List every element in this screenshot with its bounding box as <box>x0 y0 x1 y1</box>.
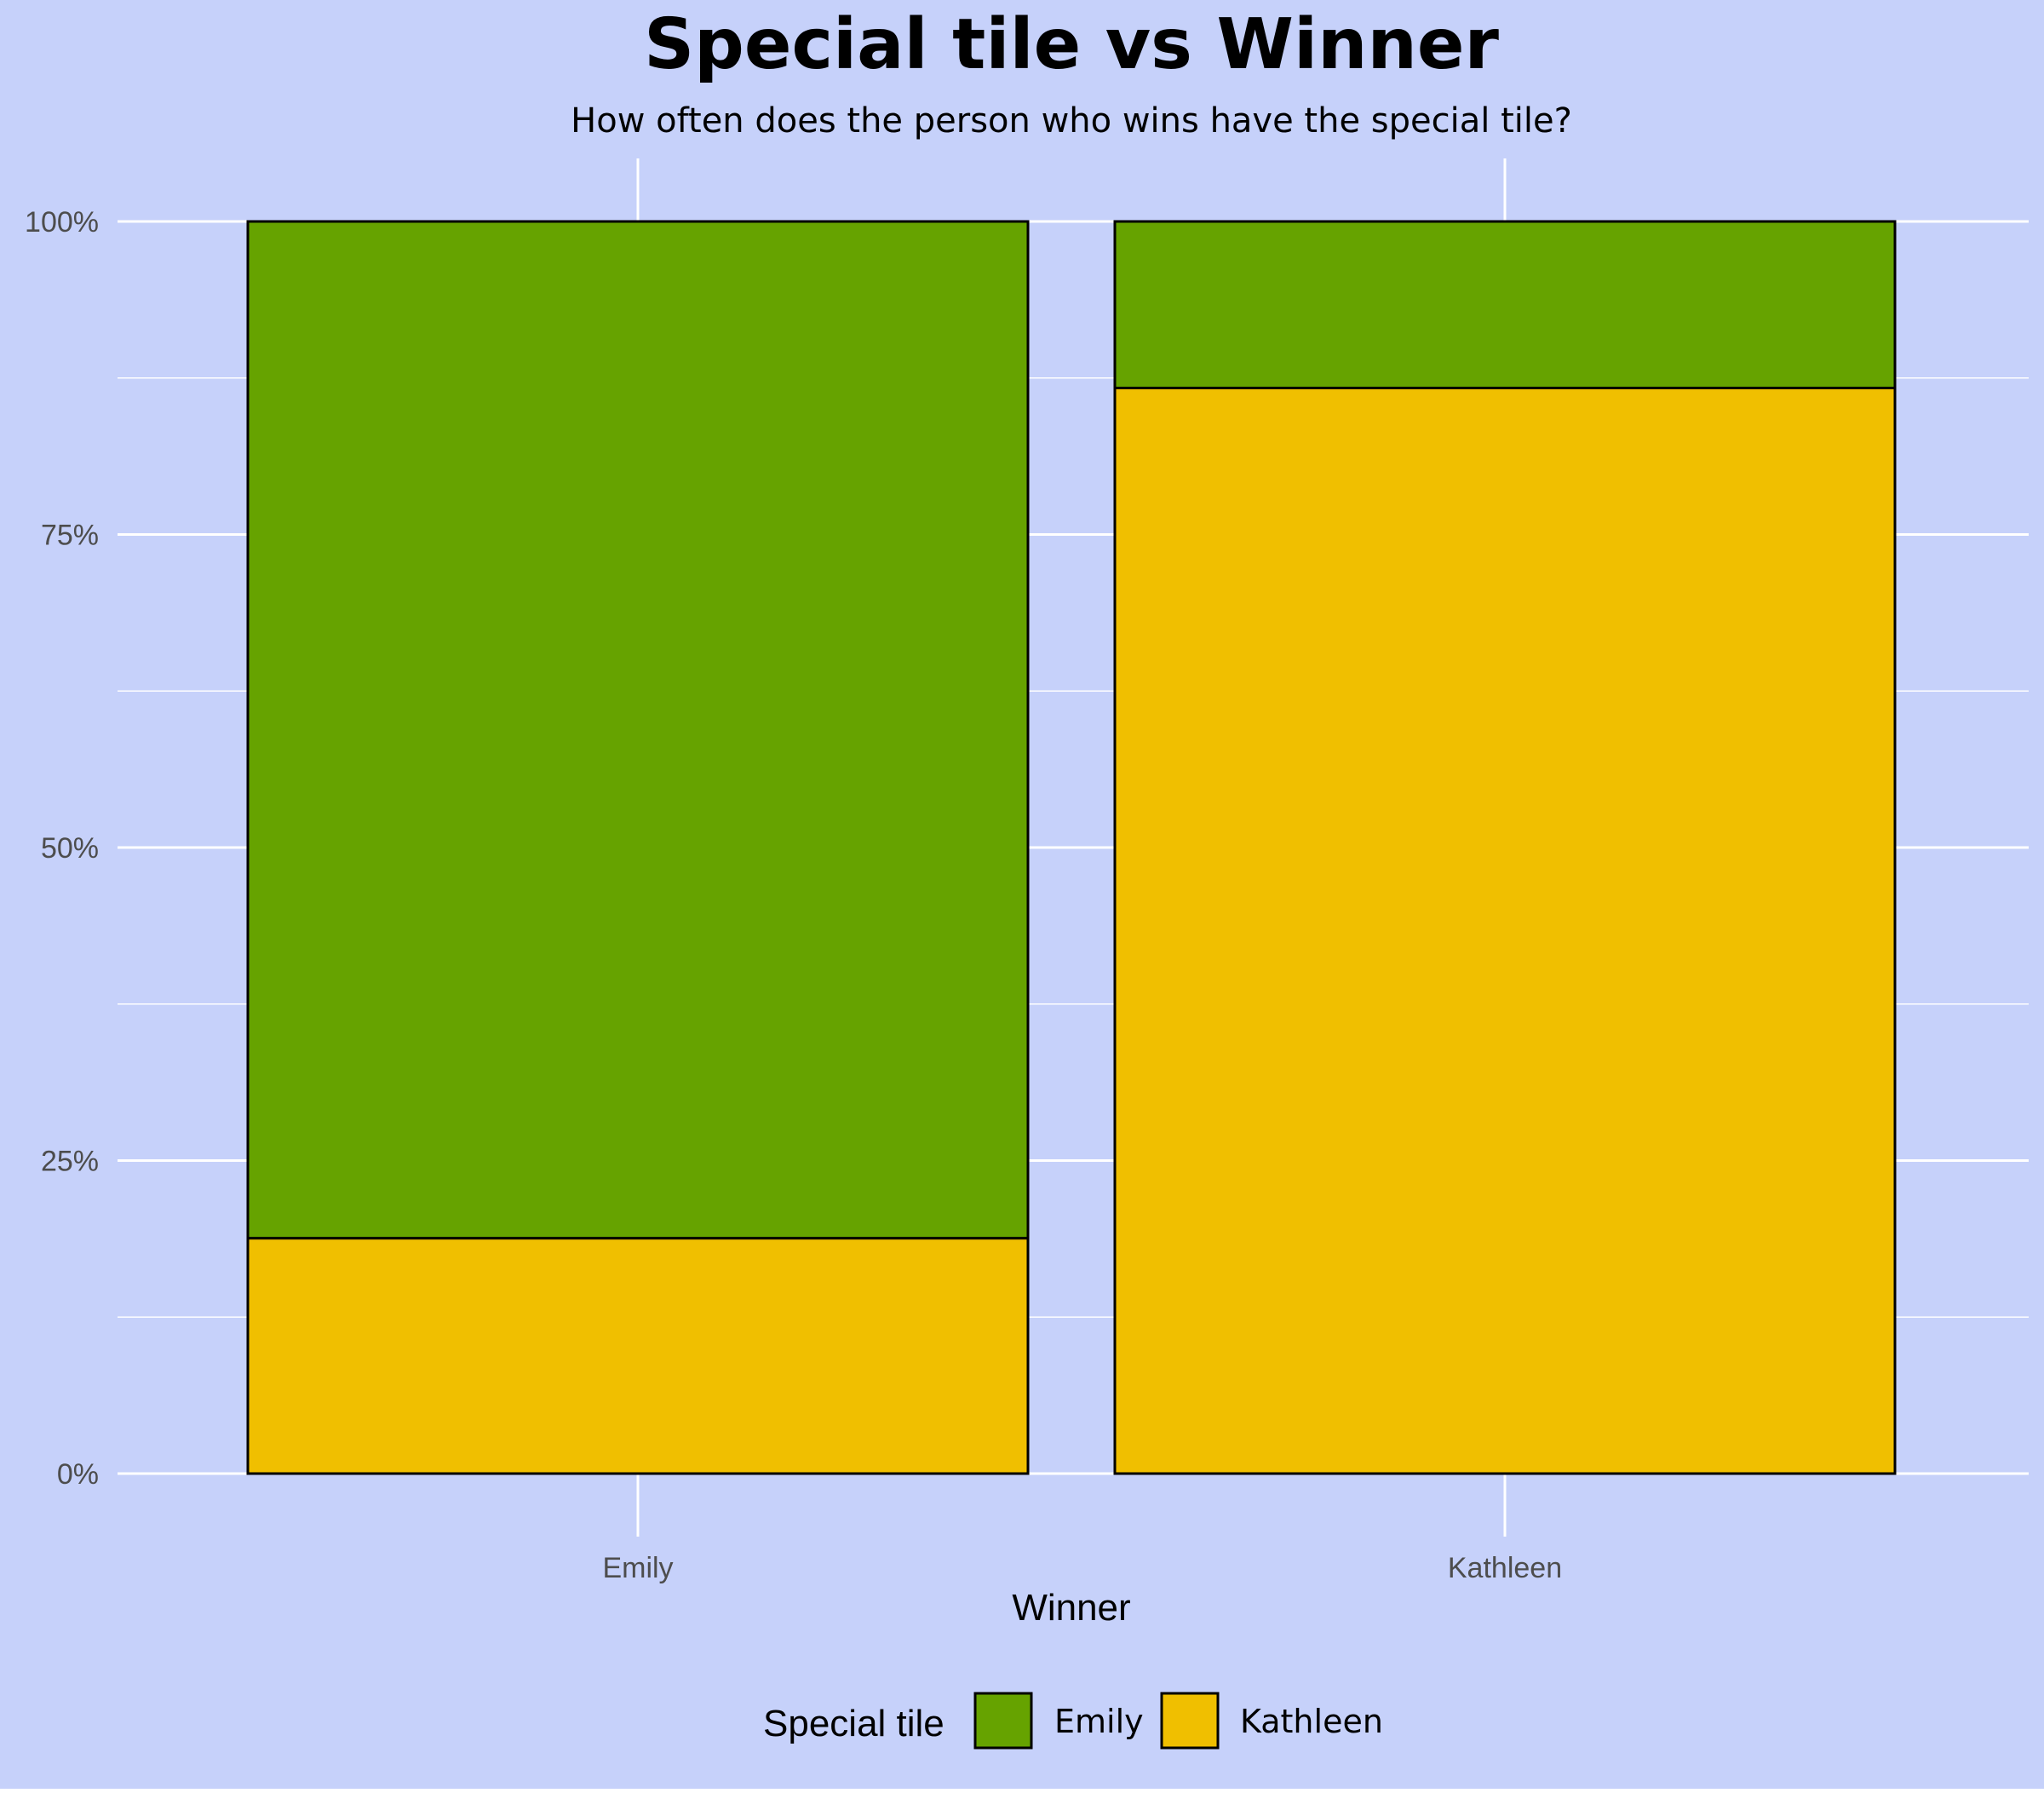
legend: Special tile Emily Kathleen <box>763 1692 1383 1750</box>
x-axis-label: Winner <box>1012 1587 1130 1629</box>
y-tick-label: 50% <box>41 832 99 865</box>
legend-swatch-emily <box>973 1692 1033 1750</box>
x-tick-label: Kathleen <box>1448 1552 1562 1584</box>
bar-segment-kathleen-emily <box>1113 220 1897 390</box>
axes: 0% 25% 50% 75% 100% Emily Kathleen <box>25 206 1562 1584</box>
legend-label-emily: Emily <box>1054 1703 1144 1740</box>
y-tick-label: 25% <box>41 1146 99 1178</box>
legend-swatch-kathleen <box>1160 1692 1220 1750</box>
bar-segment-emily-emily <box>246 220 1030 1240</box>
bars <box>246 220 1897 1475</box>
y-tick-label: 75% <box>41 520 99 552</box>
legend-label-kathleen: Kathleen <box>1240 1703 1383 1740</box>
bar-segment-emily-kathleen <box>246 1237 1030 1475</box>
bar-segment-kathleen-kathleen <box>1113 387 1897 1475</box>
y-tick-label: 0% <box>57 1458 99 1491</box>
chart-subtitle: How often does the person who wins have … <box>571 101 1572 141</box>
x-tick-label: Emily <box>602 1552 673 1584</box>
y-tick-label: 100% <box>25 206 99 238</box>
chart-title: Special tile vs Winner <box>644 4 1499 85</box>
legend-title: Special tile <box>763 1703 944 1744</box>
